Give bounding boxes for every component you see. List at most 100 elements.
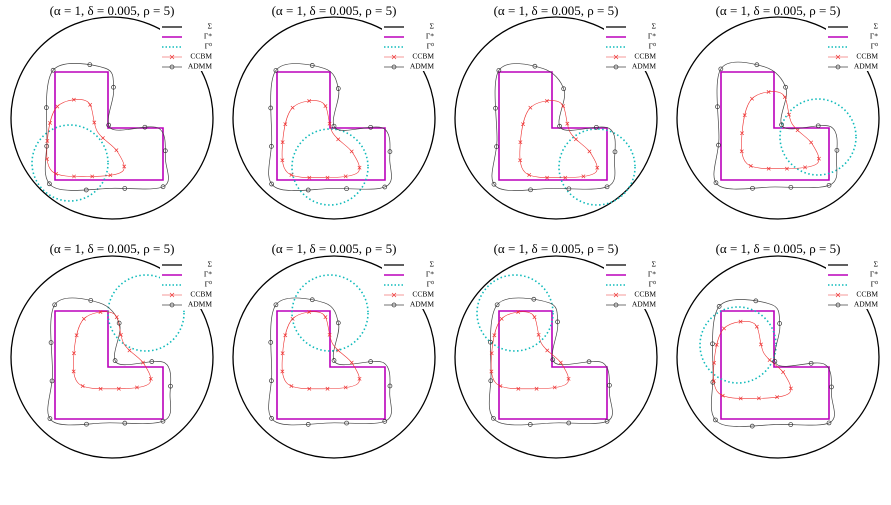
admm-marker <box>47 416 53 421</box>
ccbm-marker <box>307 98 312 103</box>
ccbm-marker <box>766 89 771 94</box>
admm-marker <box>305 187 311 193</box>
legend-marker <box>835 292 841 298</box>
admm-marker <box>488 378 494 384</box>
true-shape <box>720 71 830 181</box>
admm-marker <box>273 302 279 308</box>
ccbm-marker <box>788 386 793 391</box>
ccbm-marker <box>711 379 716 383</box>
legend-box <box>160 21 216 71</box>
true-shape <box>498 310 608 420</box>
ccbm-marker <box>787 112 791 117</box>
admm-marker <box>561 86 567 92</box>
admm-marker <box>112 358 118 363</box>
ccbm-marker <box>738 396 743 401</box>
legend-label: Γ⁰ <box>427 280 434 289</box>
legend-label: Σ <box>874 22 878 31</box>
ccbm-marker <box>336 348 341 353</box>
ccbm-marker <box>283 122 288 127</box>
ccbm-marker <box>280 140 285 145</box>
ccbm-marker <box>587 149 592 154</box>
admm-marker <box>528 187 533 193</box>
admm-marker <box>122 186 128 191</box>
admm-marker <box>344 420 349 426</box>
ccbm-marker <box>739 149 744 154</box>
ccbm-marker <box>784 166 789 171</box>
ccbm-marker <box>558 360 563 365</box>
legend-label: Γ⁰ <box>649 42 656 51</box>
ccbm-marker <box>45 138 50 143</box>
admm-marker <box>269 181 274 187</box>
ccbm-marker <box>552 385 557 390</box>
legend-label: ADMM <box>632 300 657 309</box>
sigma-circle <box>676 16 880 220</box>
ccbm-marker <box>521 122 525 127</box>
ccbm-marker <box>135 385 139 390</box>
ccbm-curve <box>490 311 569 390</box>
legend-marker <box>169 302 175 308</box>
admm-marker <box>715 104 720 110</box>
legend-label: Σ <box>430 22 434 31</box>
legend-label: Γ* <box>204 270 212 279</box>
legend-marker <box>835 64 841 70</box>
ccbm-marker <box>759 342 763 347</box>
ccbm-curve <box>741 91 820 170</box>
ccbm-marker <box>561 104 566 108</box>
true-shape <box>720 310 830 420</box>
legend-label: Γ⁰ <box>205 42 212 51</box>
admm-marker <box>834 147 840 153</box>
legend-label: ADMM <box>188 62 213 71</box>
admm-marker <box>47 181 52 187</box>
ccbm-marker <box>307 175 312 180</box>
ccbm-marker <box>280 158 285 163</box>
admm-marker <box>491 415 496 421</box>
admm-marker <box>488 339 493 345</box>
legend-box <box>160 259 216 309</box>
sigma-circle <box>454 16 658 220</box>
ccbm-marker <box>775 395 780 400</box>
admm-marker <box>496 68 502 73</box>
ccbm-marker <box>118 332 123 337</box>
legend-marker <box>169 64 175 70</box>
ccbm-marker <box>127 348 132 353</box>
ccbm-marker <box>740 131 744 136</box>
admm-marker <box>532 63 538 69</box>
legend-box <box>382 259 438 309</box>
ccbm-marker <box>100 136 105 141</box>
ccbm-marker <box>781 370 786 375</box>
ccbm-marker <box>45 157 50 162</box>
ccbm-marker <box>809 140 814 145</box>
legend-box <box>604 21 660 71</box>
admm-marker <box>382 419 388 424</box>
admm-marker <box>382 184 388 190</box>
ccbm-marker <box>536 332 541 337</box>
panel-title: (α = 1, δ = 0.005, ρ = 5) <box>272 3 397 18</box>
admm-marker <box>750 185 755 191</box>
admm-marker <box>111 84 116 90</box>
ccbm-marker <box>489 369 494 374</box>
admm-marker <box>83 187 89 193</box>
admm-curve <box>713 61 838 190</box>
initial-guess <box>31 124 109 202</box>
ccbm-marker <box>532 315 537 320</box>
ccbm-marker <box>88 102 93 107</box>
ccbm-marker <box>499 316 504 321</box>
legend-label: Γ⁰ <box>649 280 656 289</box>
initial-guess <box>476 274 554 352</box>
admm-marker <box>84 421 89 427</box>
legend-label: CCBM <box>412 290 434 299</box>
legend-label: Γ* <box>870 32 878 41</box>
panel-title: (α = 1, δ = 0.005, ρ = 5) <box>716 3 841 18</box>
true-shape <box>498 71 608 181</box>
ccbm-marker <box>290 105 295 110</box>
ccbm-marker <box>71 369 76 374</box>
admm-marker <box>87 62 93 68</box>
admm-marker <box>527 422 533 427</box>
legend-label: Γ* <box>870 270 878 279</box>
true-shape <box>276 71 386 181</box>
legend-label: CCBM <box>856 290 878 299</box>
ccbm-marker <box>349 360 354 365</box>
